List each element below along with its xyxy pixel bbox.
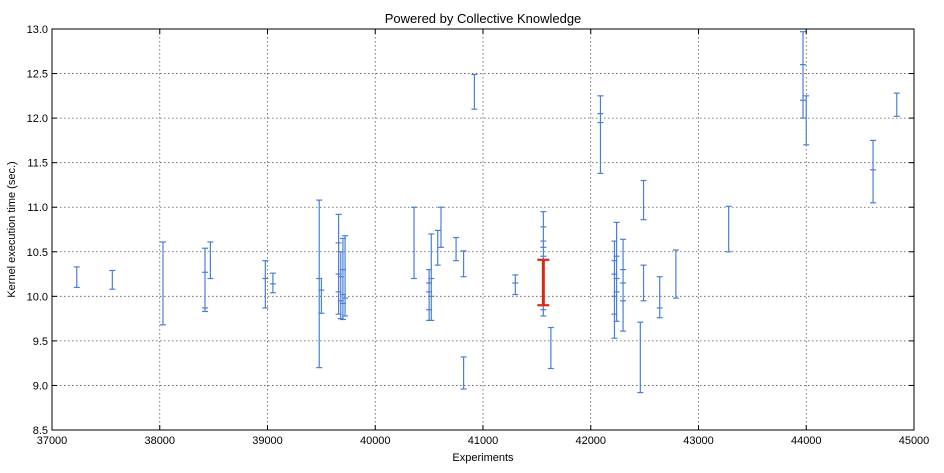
error-bar <box>640 264 647 302</box>
highlighted-error-bar <box>537 258 550 307</box>
x-tick-label: 42000 <box>575 435 606 447</box>
y-tick-label: 12.5 <box>27 69 48 81</box>
grid-lines <box>52 29 914 430</box>
y-tick-label: 8.5 <box>33 425 48 437</box>
error-bar <box>269 272 276 294</box>
error-bar <box>159 241 166 326</box>
x-axis-label: Experiments <box>452 452 514 464</box>
y-tick-label: 9.5 <box>33 336 48 348</box>
error-bar <box>893 92 900 117</box>
error-bar <box>437 206 444 248</box>
y-tick-label: 12.0 <box>27 113 48 125</box>
error-bar <box>620 238 627 332</box>
x-tick-label: 37000 <box>37 435 68 447</box>
error-bar <box>725 205 732 253</box>
error-bars <box>73 31 900 394</box>
x-tick-label: 38000 <box>144 435 175 447</box>
error-bar <box>803 95 810 146</box>
error-bar <box>656 276 663 319</box>
error-bar <box>870 139 877 204</box>
error-bar <box>613 221 620 322</box>
error-bar <box>434 229 441 266</box>
error-bar <box>262 260 269 309</box>
y-tick-label: 13.0 <box>27 24 48 36</box>
y-tick-label: 11.5 <box>27 158 48 170</box>
error-bar <box>471 73 478 110</box>
y-tick-label: 9.0 <box>33 380 48 392</box>
y-axis-label: Kernel execution time (sec.) <box>6 161 18 297</box>
error-bar <box>411 206 418 280</box>
error-bar <box>339 237 346 321</box>
x-tick-label: 39000 <box>252 435 283 447</box>
y-tick-label: 11.0 <box>27 202 48 214</box>
x-tick-label: 41000 <box>468 435 499 447</box>
error-bar <box>460 356 467 390</box>
error-bar <box>597 95 604 174</box>
y-tick-label: 10.5 <box>27 247 48 259</box>
error-bar <box>428 233 435 321</box>
error-bar <box>512 274 519 296</box>
error-bar <box>547 326 554 370</box>
error-bar <box>672 249 679 299</box>
error-bar <box>460 250 467 278</box>
x-tick-label: 44000 <box>791 435 822 447</box>
error-bar <box>800 31 807 119</box>
error-bar <box>207 241 214 280</box>
error-bar <box>73 266 80 289</box>
error-bar <box>342 235 349 317</box>
chart-title: Powered by Collective Knowledge <box>385 11 582 26</box>
x-tick-label: 43000 <box>683 435 714 447</box>
x-tick-label: 40000 <box>360 435 391 447</box>
error-bar <box>640 179 647 221</box>
error-bar <box>453 236 460 262</box>
error-bar <box>637 321 644 394</box>
error-bar <box>318 278 325 314</box>
error-bar <box>202 247 209 313</box>
axis-ticks: 37000 38000 39000 40000 41000 42000 43000 44000… <box>27 24 930 447</box>
error-bar <box>109 269 116 290</box>
x-tick-label: 45000 <box>899 435 930 447</box>
y-tick-label: 10.0 <box>27 291 48 303</box>
